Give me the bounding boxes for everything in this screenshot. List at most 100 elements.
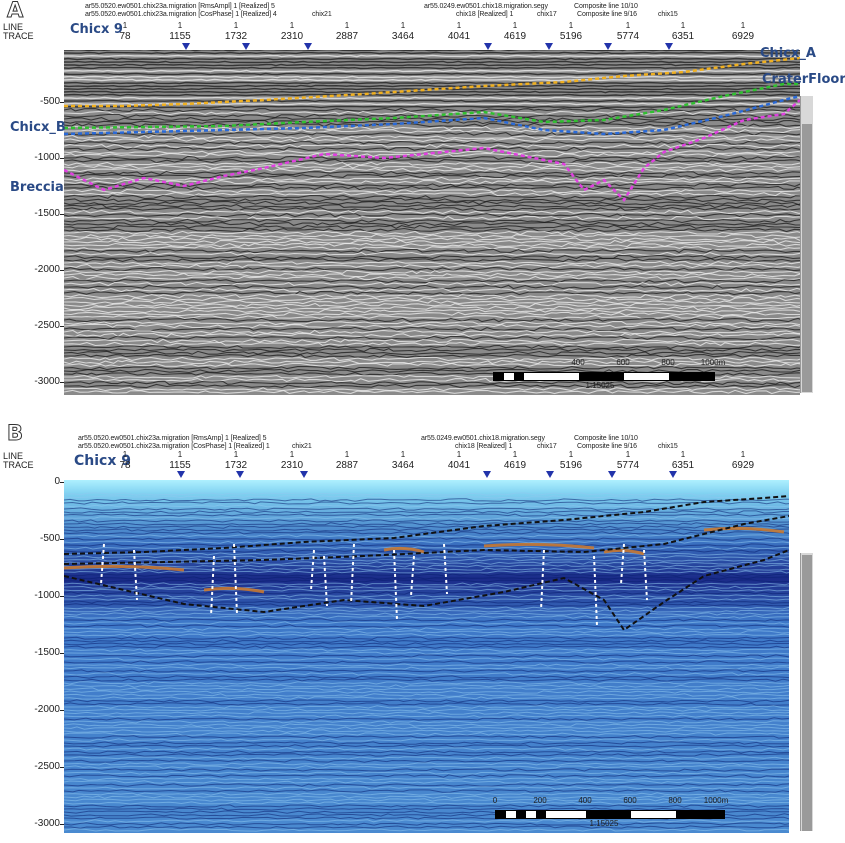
panel-b-scale-bar xyxy=(495,810,725,819)
panel-a: A ar55.0520.ew0501.chix23a.migration [Rm… xyxy=(0,0,845,415)
panel-a-scrollbar[interactable] xyxy=(800,96,813,393)
panel-b-header-right-2: chix18 [Realized] 1 xyxy=(455,443,513,450)
horizon-chicx-a xyxy=(64,56,800,108)
trace-marker-icon xyxy=(545,43,553,50)
panel-b-trace-label: TRACE xyxy=(3,460,34,470)
trace-line-one: 1 xyxy=(512,21,518,30)
panel-b-header-right-1: ar55.0249.ew0501.chix18.migration.segy xyxy=(421,435,545,442)
trace-line-one: 1 xyxy=(177,21,183,30)
panel-b-header-chix17: chix17 xyxy=(537,443,557,450)
panel-a-scale-num: 1000m xyxy=(700,358,726,367)
depth-tick-mark xyxy=(60,596,65,597)
depth-tick-label: -3000 xyxy=(34,818,60,829)
panel-a-trace-label: TRACE xyxy=(3,31,34,41)
trace-line-one: 1 xyxy=(122,21,128,30)
panel-b-scrollbar[interactable] xyxy=(800,553,813,831)
trace-marker-icon xyxy=(669,471,677,478)
trace-line-one: 1 xyxy=(456,21,462,30)
panel-b-header-chix15: chix15 xyxy=(658,443,678,450)
trace-marker-icon xyxy=(182,43,190,50)
trace-line-one: 1 xyxy=(625,21,631,30)
trace-number: 3464 xyxy=(391,31,415,42)
panel-a-scroll-thumb[interactable] xyxy=(802,124,812,392)
panel-a-header-mid: chix21 xyxy=(312,11,332,18)
panel-a-header-right-1: ar55.0249.ew0501.chix18.migration.segy xyxy=(424,3,548,10)
panel-a-title: Chicx 9 xyxy=(70,22,123,37)
trace-line-one: 1 xyxy=(740,21,746,30)
horizon-label-chicx-a: Chicx_A xyxy=(760,46,816,61)
panel-b-header-comp-1: Composite line 10/10 xyxy=(574,435,638,442)
trace-number: 6351 xyxy=(671,460,695,471)
panel-a-header-comp-1: Composite line 10/10 xyxy=(574,3,638,10)
depth-tick-label: -500 xyxy=(39,533,60,544)
panel-b-scale-num: 200 xyxy=(533,796,547,805)
trace-number: 1155 xyxy=(169,31,191,42)
interpretation-line-breccia xyxy=(64,549,789,632)
panel-a-header-left-1: ar55.0520.ew0501.chix23a.migration [RmsA… xyxy=(85,3,275,10)
trace-number: 3464 xyxy=(391,460,415,471)
horizon-label-chicx-b: Chicx_B xyxy=(10,120,66,135)
depth-tick-label: -2500 xyxy=(34,320,60,331)
panel-b: B ar55.0520.ew0501.chix23a.migration [Rm… xyxy=(0,421,845,843)
panel-b-attribute-section xyxy=(64,480,789,833)
trace-number: 5196 xyxy=(559,31,583,42)
depth-tick-mark xyxy=(60,214,65,215)
panel-b-scale-num: 800 xyxy=(668,796,682,805)
trace-marker-icon xyxy=(546,471,554,478)
depth-tick-label: -2000 xyxy=(34,704,60,715)
trace-marker-icon xyxy=(236,471,244,478)
horizon-label-breccia: Breccia xyxy=(10,180,64,195)
trace-number: 1155 xyxy=(169,460,191,471)
panel-a-header-comp-2: Composite line 9/16 xyxy=(577,11,637,18)
panel-a-scale-num: 800 xyxy=(661,358,675,367)
trace-number: 6929 xyxy=(731,460,755,471)
depth-tick-mark xyxy=(60,102,65,103)
panel-a-line-label: LINE xyxy=(3,22,24,32)
depth-tick-label: -500 xyxy=(39,96,60,107)
depth-tick-mark xyxy=(60,326,65,327)
trace-marker-icon xyxy=(483,471,491,478)
trace-line-one: 1 xyxy=(680,450,686,459)
trace-number: 4619 xyxy=(503,460,527,471)
trace-line-one: 1 xyxy=(289,21,295,30)
trace-marker-icon xyxy=(304,43,312,50)
panel-b-letter: B xyxy=(6,421,24,446)
trace-line-one: 1 xyxy=(400,450,406,459)
trace-number: 2887 xyxy=(335,460,359,471)
panel-b-scroll-thumb[interactable] xyxy=(802,555,812,831)
depth-tick-mark xyxy=(60,767,65,768)
panel-a-scale-bar xyxy=(493,372,715,381)
depth-tick-label: -2500 xyxy=(34,761,60,772)
trace-number: 4041 xyxy=(447,31,471,42)
horizon-chicx-b xyxy=(64,82,800,130)
trace-number: 6351 xyxy=(671,31,695,42)
trace-number: 1732 xyxy=(224,31,248,42)
trace-number: 78 xyxy=(119,460,131,471)
trace-marker-icon xyxy=(665,43,673,50)
depth-tick-mark xyxy=(60,653,65,654)
trace-line-one: 1 xyxy=(512,450,518,459)
panel-a-scale-caption: 1:15025 xyxy=(585,381,615,390)
panel-b-scale-num: 400 xyxy=(578,796,592,805)
trace-marker-icon xyxy=(608,471,616,478)
depth-tick-mark xyxy=(60,382,65,383)
trace-line-one: 1 xyxy=(568,450,574,459)
trace-line-one: 1 xyxy=(177,450,183,459)
trace-marker-icon xyxy=(177,471,185,478)
depth-tick-label: -2000 xyxy=(34,264,60,275)
panel-a-header-chix17: chix17 xyxy=(537,11,557,18)
depth-tick-mark xyxy=(60,539,65,540)
trace-number: 5774 xyxy=(616,460,640,471)
interpretation-line-mid xyxy=(64,515,789,565)
trace-marker-icon xyxy=(300,471,308,478)
depth-tick-mark xyxy=(60,482,65,483)
depth-tick-label: 0 xyxy=(54,476,60,487)
panel-b-scale-num: 1000m xyxy=(703,796,729,805)
trace-number: 5774 xyxy=(616,31,640,42)
trace-marker-icon xyxy=(604,43,612,50)
trace-line-one: 1 xyxy=(344,450,350,459)
trace-line-one: 1 xyxy=(740,450,746,459)
panel-a-seismic-section xyxy=(64,50,800,395)
panel-b-line-label: LINE xyxy=(3,451,24,461)
panel-a-scale-num: 600 xyxy=(616,358,630,367)
